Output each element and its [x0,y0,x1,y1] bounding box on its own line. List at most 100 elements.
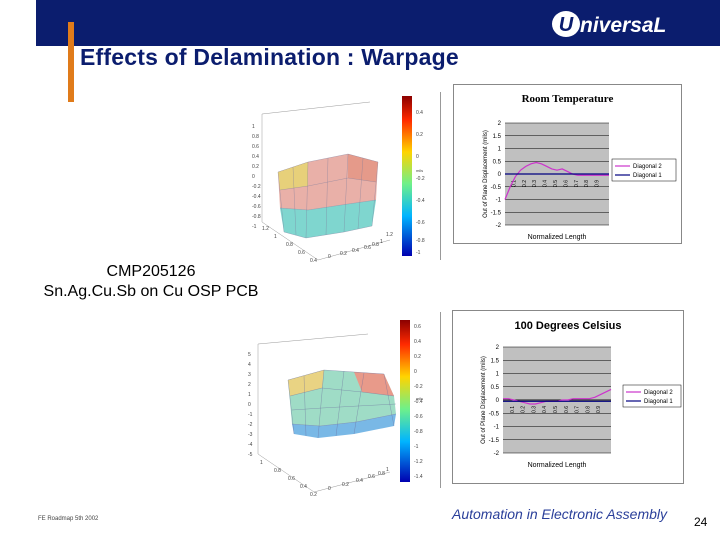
surface-top-x-ticks: 1.2 1 0.8 0.6 0.4 [262,226,317,264]
svg-text:0.4: 0.4 [416,110,423,116]
y-axis-label: Out of Plane Displacement (mils) [481,356,487,444]
svg-text:0.6: 0.6 [252,144,259,150]
legend: Diagonal 2 Diagonal 1 [622,384,682,408]
x-tick-label: 0.4 [542,406,548,413]
svg-text:0.4: 0.4 [352,248,359,254]
caption-line-1: CMP205126 [106,263,196,280]
surface-bottom-axes [257,333,391,493]
slide-title: Effects of Delamination : Warpage [80,44,459,70]
svg-text:0.4: 0.4 [252,154,259,160]
svg-text:1: 1 [274,234,277,240]
svg-text:0.8: 0.8 [286,242,293,248]
svg-text:0.4: 0.4 [414,339,421,345]
surface-top-mesh [278,154,378,238]
chart-100-degrees: 100 Degrees Celsius 2 1.5 1 0.5 0 -0.5 -1 -1.5 -… [452,310,684,484]
surface-plot-bottom: 5 4 3 2 1 0 -1 -2 -3 -4 -5 1 0.8 0.6 0.4… [248,333,423,498]
x-axis-label: Normalized Length [528,462,587,469]
svg-text:0.8: 0.8 [274,468,281,474]
svg-text:2: 2 [248,382,251,388]
svg-text:0: 0 [328,254,331,260]
y-tick-label: 0 [498,172,502,178]
svg-text:-0.2: -0.2 [416,176,425,182]
y-tick-label: 1 [496,372,500,378]
logo-letter: U [559,14,574,36]
footer-note: FE Roadmap 5th 2002 [38,516,99,522]
x-tick-label: 0.2 [521,406,527,413]
svg-text:-4: -4 [248,442,253,448]
svg-text:-1: -1 [414,444,419,450]
svg-text:0.4: 0.4 [356,478,363,484]
x-tick-label: 0.9 [596,406,602,413]
surface-top-z-ticks: 1 0.8 0.6 0.4 0.2 0 -0.2 -0.4 -0.6 -0.8 … [252,124,261,230]
colorbar-top: 0.4 0.2 0 -0.2 -0.4 -0.6 -0.8 -1 [402,96,425,256]
svg-text:1: 1 [260,460,263,466]
y-tick-label: 1.5 [493,134,502,140]
y-tick-label: -1.5 [491,210,502,216]
svg-text:0.2: 0.2 [416,132,423,138]
y-tick-label: -2 [496,223,502,229]
x-tick-label: 0.8 [584,180,590,187]
svg-text:0.6: 0.6 [288,476,295,482]
svg-text:1: 1 [386,467,389,473]
svg-text:0.8: 0.8 [378,471,385,477]
separator-top [440,92,441,260]
colorbar-bottom-ticks: 0.6 0.4 0.2 0 -0.2 -0.4 -0.6 -0.8 -1 -1.… [414,324,423,480]
series-line-diagonal-2 [504,161,609,200]
x-tick-label: 0.9 [595,180,601,187]
y-tick-label: 0 [496,398,500,404]
svg-text:0.4: 0.4 [310,258,317,264]
svg-text:5: 5 [248,352,251,358]
svg-text:3: 3 [248,372,251,378]
svg-text:0: 0 [328,486,331,492]
y-tick-label: 2 [498,121,502,127]
svg-text:-0.2: -0.2 [414,384,423,390]
svg-text:-5: -5 [248,452,253,458]
svg-text:0.2: 0.2 [252,164,259,170]
svg-text:-0.8: -0.8 [414,429,423,435]
y-axis-label: Out of Plane Displacement (mils) [483,130,489,218]
y-tick-label: 2 [496,345,500,351]
colorbar-top-gradient [402,96,412,256]
footer-tagline: Automation in Electronic Assembly [452,506,668,522]
svg-text:-0.4: -0.4 [414,399,423,405]
legend-label: Diagonal 2 [644,390,673,396]
svg-text:1.2: 1.2 [262,226,269,232]
legend-label: Diagonal 2 [633,164,662,170]
svg-text:1: 1 [248,392,251,398]
y-tick-label: 1 [498,147,502,153]
surface-plot-top: 1 0.8 0.6 0.4 0.2 0 -0.2 -0.4 -0.6 -0.8 … [252,101,423,264]
svg-text:-0.6: -0.6 [416,220,425,226]
svg-text:-1.2: -1.2 [414,459,423,465]
svg-text:0.2: 0.2 [414,354,421,360]
y-tick-label: 0.5 [493,159,502,165]
svg-text:-0.6: -0.6 [252,204,261,210]
y-tick-label: -0.5 [489,411,500,417]
title-accent-bar [68,22,74,102]
svg-text:0: 0 [248,402,251,408]
y-tick-label: 1.5 [491,358,500,364]
x-tick-label: 0.4 [543,180,549,187]
surface-top-y-ticks: 0 0.2 0.4 0.6 0.8 1 1.2 [328,232,393,260]
surface-bottom-y-ticks: 0 0.2 0.4 0.6 0.8 1 [328,467,389,492]
y-tick-label: -1 [496,198,502,204]
x-tick-label: 0.6 [564,406,570,413]
svg-text:0.6: 0.6 [368,474,375,480]
svg-text:0: 0 [416,154,419,160]
y-tick-label: -1 [494,425,500,431]
universal-logo: U niversaL [552,11,666,37]
caption-line-2: Sn.Ag.Cu.Sb on Cu OSP PCB [43,283,259,300]
svg-text:0.6: 0.6 [414,324,421,330]
page-number: 24 [694,515,708,529]
x-tick-label: 0.3 [531,406,537,413]
x-tick-label: 0.1 [511,180,517,187]
svg-text:0.6: 0.6 [364,245,371,251]
x-tick-label: 0.3 [532,180,538,187]
svg-text:1: 1 [380,239,383,245]
specimen-caption: CMP205126 Sn.Ag.Cu.Sb on Cu OSP PCB [20,262,282,302]
y-tick-label: 0.5 [491,385,500,391]
svg-text:0: 0 [252,174,255,180]
surface-bottom-x-ticks: 1 0.8 0.6 0.4 0.2 [260,460,317,498]
svg-text:0.2: 0.2 [310,492,317,498]
surface-bottom-unit-label: mils [416,396,423,401]
y-tick-label: -0.5 [491,185,502,191]
